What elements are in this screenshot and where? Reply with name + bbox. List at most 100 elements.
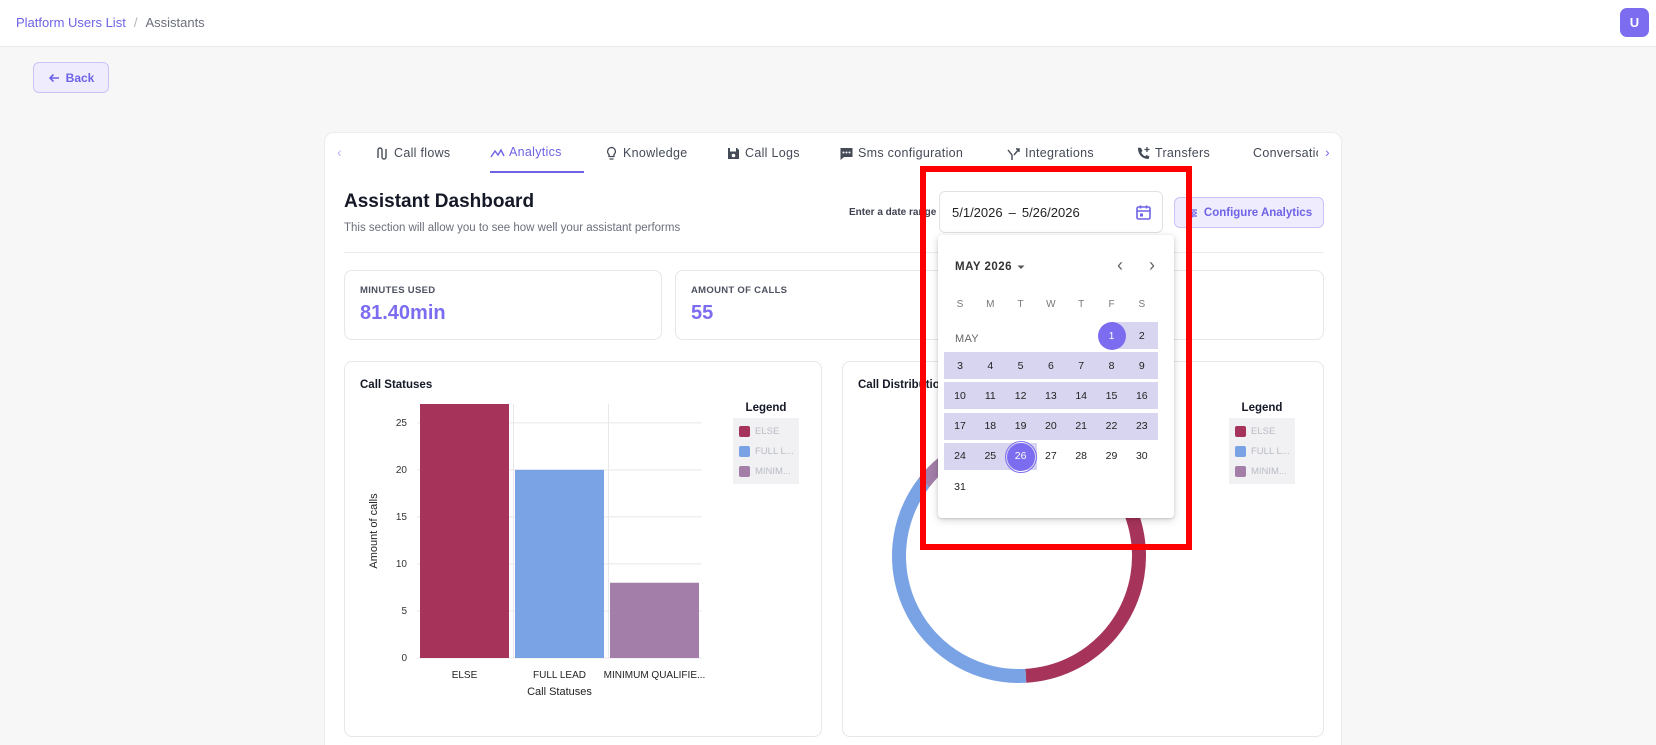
- breadcrumb-link-users[interactable]: Platform Users List: [16, 15, 126, 30]
- bar[interactable]: [515, 469, 604, 658]
- calendar-day[interactable]: 3: [957, 359, 963, 372]
- legend-item[interactable]: ELSE: [1235, 421, 1289, 441]
- calendar-day[interactable]: 9: [1138, 359, 1145, 372]
- donut-slice[interactable]: [892, 478, 1027, 683]
- calendar-day[interactable]: 22: [1105, 420, 1118, 433]
- stat-value: 55: [691, 302, 714, 324]
- date-range-label: Enter a date range: [849, 207, 937, 218]
- date-separator: –: [1008, 204, 1016, 220]
- y-tick-label: 5: [401, 606, 407, 617]
- phone-transfer-icon: [1138, 146, 1150, 159]
- avatar[interactable]: U: [1620, 8, 1649, 37]
- calendar-day[interactable]: 11: [984, 389, 996, 402]
- previous-month-icon[interactable]: ‹: [1117, 255, 1123, 275]
- calendar-day[interactable]: 16: [1135, 389, 1148, 402]
- x-axis-label: Call Statuses: [527, 686, 592, 698]
- tabs-scroll-left-icon[interactable]: ‹: [337, 144, 342, 160]
- back-button[interactable]: Back: [33, 62, 109, 93]
- arrow-left-icon: [48, 73, 59, 82]
- legend-title: Legend: [1241, 402, 1283, 414]
- tab-analytics[interactable]: Analytics: [490, 133, 584, 173]
- swatch: [1235, 445, 1246, 457]
- calendar-day[interactable]: 4: [987, 359, 994, 372]
- calendar-day[interactable]: 7: [1078, 359, 1085, 372]
- assistant-panel: ‹ Call flows Analytics Knowledge Call Lo…: [324, 132, 1342, 745]
- legend-item[interactable]: ELSE: [739, 421, 793, 441]
- tab-transfers[interactable]: Transfers: [1136, 133, 1210, 173]
- x-tick-label: FULL LEAD: [533, 670, 586, 681]
- weekday-label: M: [986, 299, 995, 310]
- stat-label: AMOUNT OF CALLS: [691, 285, 788, 296]
- tab-call-flows[interactable]: Call flows: [375, 133, 451, 173]
- y-tick-label: 15: [396, 512, 408, 523]
- weekday-label: T: [1017, 299, 1024, 310]
- calendar-day[interactable]: 6: [1047, 359, 1054, 372]
- divider: [344, 252, 1324, 253]
- calendar-day[interactable]: 25: [984, 450, 997, 463]
- calendar-day[interactable]: 28: [1075, 450, 1088, 463]
- calendar-day[interactable]: 19: [1014, 420, 1027, 433]
- bar[interactable]: [420, 404, 509, 658]
- save-icon: [728, 147, 739, 159]
- tabs-scroll-right-icon[interactable]: ›: [1325, 144, 1330, 160]
- calendar-day[interactable]: 15: [1105, 389, 1118, 402]
- y-tick-label: 10: [396, 559, 408, 570]
- calendar-day[interactable]: 21: [1075, 420, 1088, 433]
- legend-item[interactable]: FULL L...: [739, 441, 793, 461]
- weekday-label: W: [1046, 299, 1056, 310]
- calendar-day[interactable]: 1: [1096, 322, 1128, 350]
- swatch: [739, 425, 750, 437]
- card-title: Call Distribution: [858, 379, 947, 391]
- tab-sms-configuration[interactable]: Sms configuration: [839, 133, 963, 173]
- bar[interactable]: [610, 582, 699, 658]
- configure-analytics-button[interactable]: Configure Analytics: [1174, 197, 1324, 228]
- range-band: [944, 382, 1158, 410]
- tab-integrations[interactable]: Integrations: [1006, 133, 1094, 173]
- calendar-day[interactable]: 20: [1045, 420, 1057, 433]
- calendar-day[interactable]: 23: [1135, 420, 1148, 433]
- month-year-selector[interactable]: MAY 2026: [955, 261, 1026, 273]
- call-statuses-card: Call Statuses 0 5 10 15 20 25 ELSE FULL LEAD MIN…: [344, 361, 822, 737]
- calendar-day[interactable]: 13: [1045, 389, 1057, 402]
- date-start[interactable]: 5/1/2026: [952, 204, 1003, 220]
- calendar-day[interactable]: 29: [1105, 450, 1118, 463]
- calendar-day[interactable]: 14: [1075, 389, 1088, 402]
- legend: Legend ELSE FULL L... MINIM...: [733, 402, 799, 484]
- calendar-day[interactable]: 31: [954, 480, 966, 493]
- legend: Legend ELSE FULL L... MINIM...: [1229, 402, 1295, 484]
- lightbulb-icon: [607, 146, 616, 160]
- legend-item[interactable]: MINIM...: [739, 461, 793, 481]
- calendar-day[interactable]: 5: [1017, 359, 1024, 372]
- tab-call-logs[interactable]: Call Logs: [726, 133, 800, 173]
- legend-item[interactable]: MINIM...: [1235, 461, 1289, 481]
- calendar-day[interactable]: 17: [954, 420, 966, 433]
- calendar-day[interactable]: 24: [954, 450, 966, 463]
- y-tick-label: 25: [396, 418, 408, 429]
- calendar-day[interactable]: 18: [984, 420, 997, 433]
- calendar-day[interactable]: 26: [1004, 440, 1037, 473]
- calendar-day[interactable]: 30: [1135, 450, 1148, 463]
- swatch: [739, 445, 750, 457]
- page-title: Assistant Dashboard: [344, 191, 535, 212]
- swatch: [1235, 425, 1246, 437]
- calendar-icon[interactable]: [1135, 204, 1152, 221]
- tab-conversations[interactable]: Conversations: [1253, 146, 1318, 160]
- date-end[interactable]: 5/26/2026: [1021, 204, 1080, 220]
- top-bar: Platform Users List / Assistants U: [0, 0, 1656, 47]
- range-band: [944, 352, 1158, 380]
- legend-item[interactable]: FULL L...: [1235, 441, 1289, 461]
- next-month-icon[interactable]: ›: [1149, 255, 1155, 275]
- calendar-day[interactable]: 8: [1108, 359, 1115, 372]
- tab-knowledge[interactable]: Knowledge: [604, 133, 688, 173]
- x-tick-label: MINIMUM QUALIFIE...: [604, 670, 705, 681]
- y-tick-label: 0: [401, 653, 407, 664]
- stat-value: 81.40min: [360, 302, 446, 324]
- date-range-input[interactable]: 5/1/2026 – 5/26/2026: [939, 191, 1163, 233]
- page-subtitle: This section will allow you to see how w…: [344, 222, 681, 234]
- x-tick-label: ELSE: [452, 670, 478, 681]
- calendar-day[interactable]: 2: [1138, 329, 1145, 342]
- calendar-day[interactable]: 10: [954, 389, 966, 402]
- calendar-day[interactable]: 12: [1014, 389, 1027, 402]
- calendar-day[interactable]: 27: [1045, 450, 1057, 463]
